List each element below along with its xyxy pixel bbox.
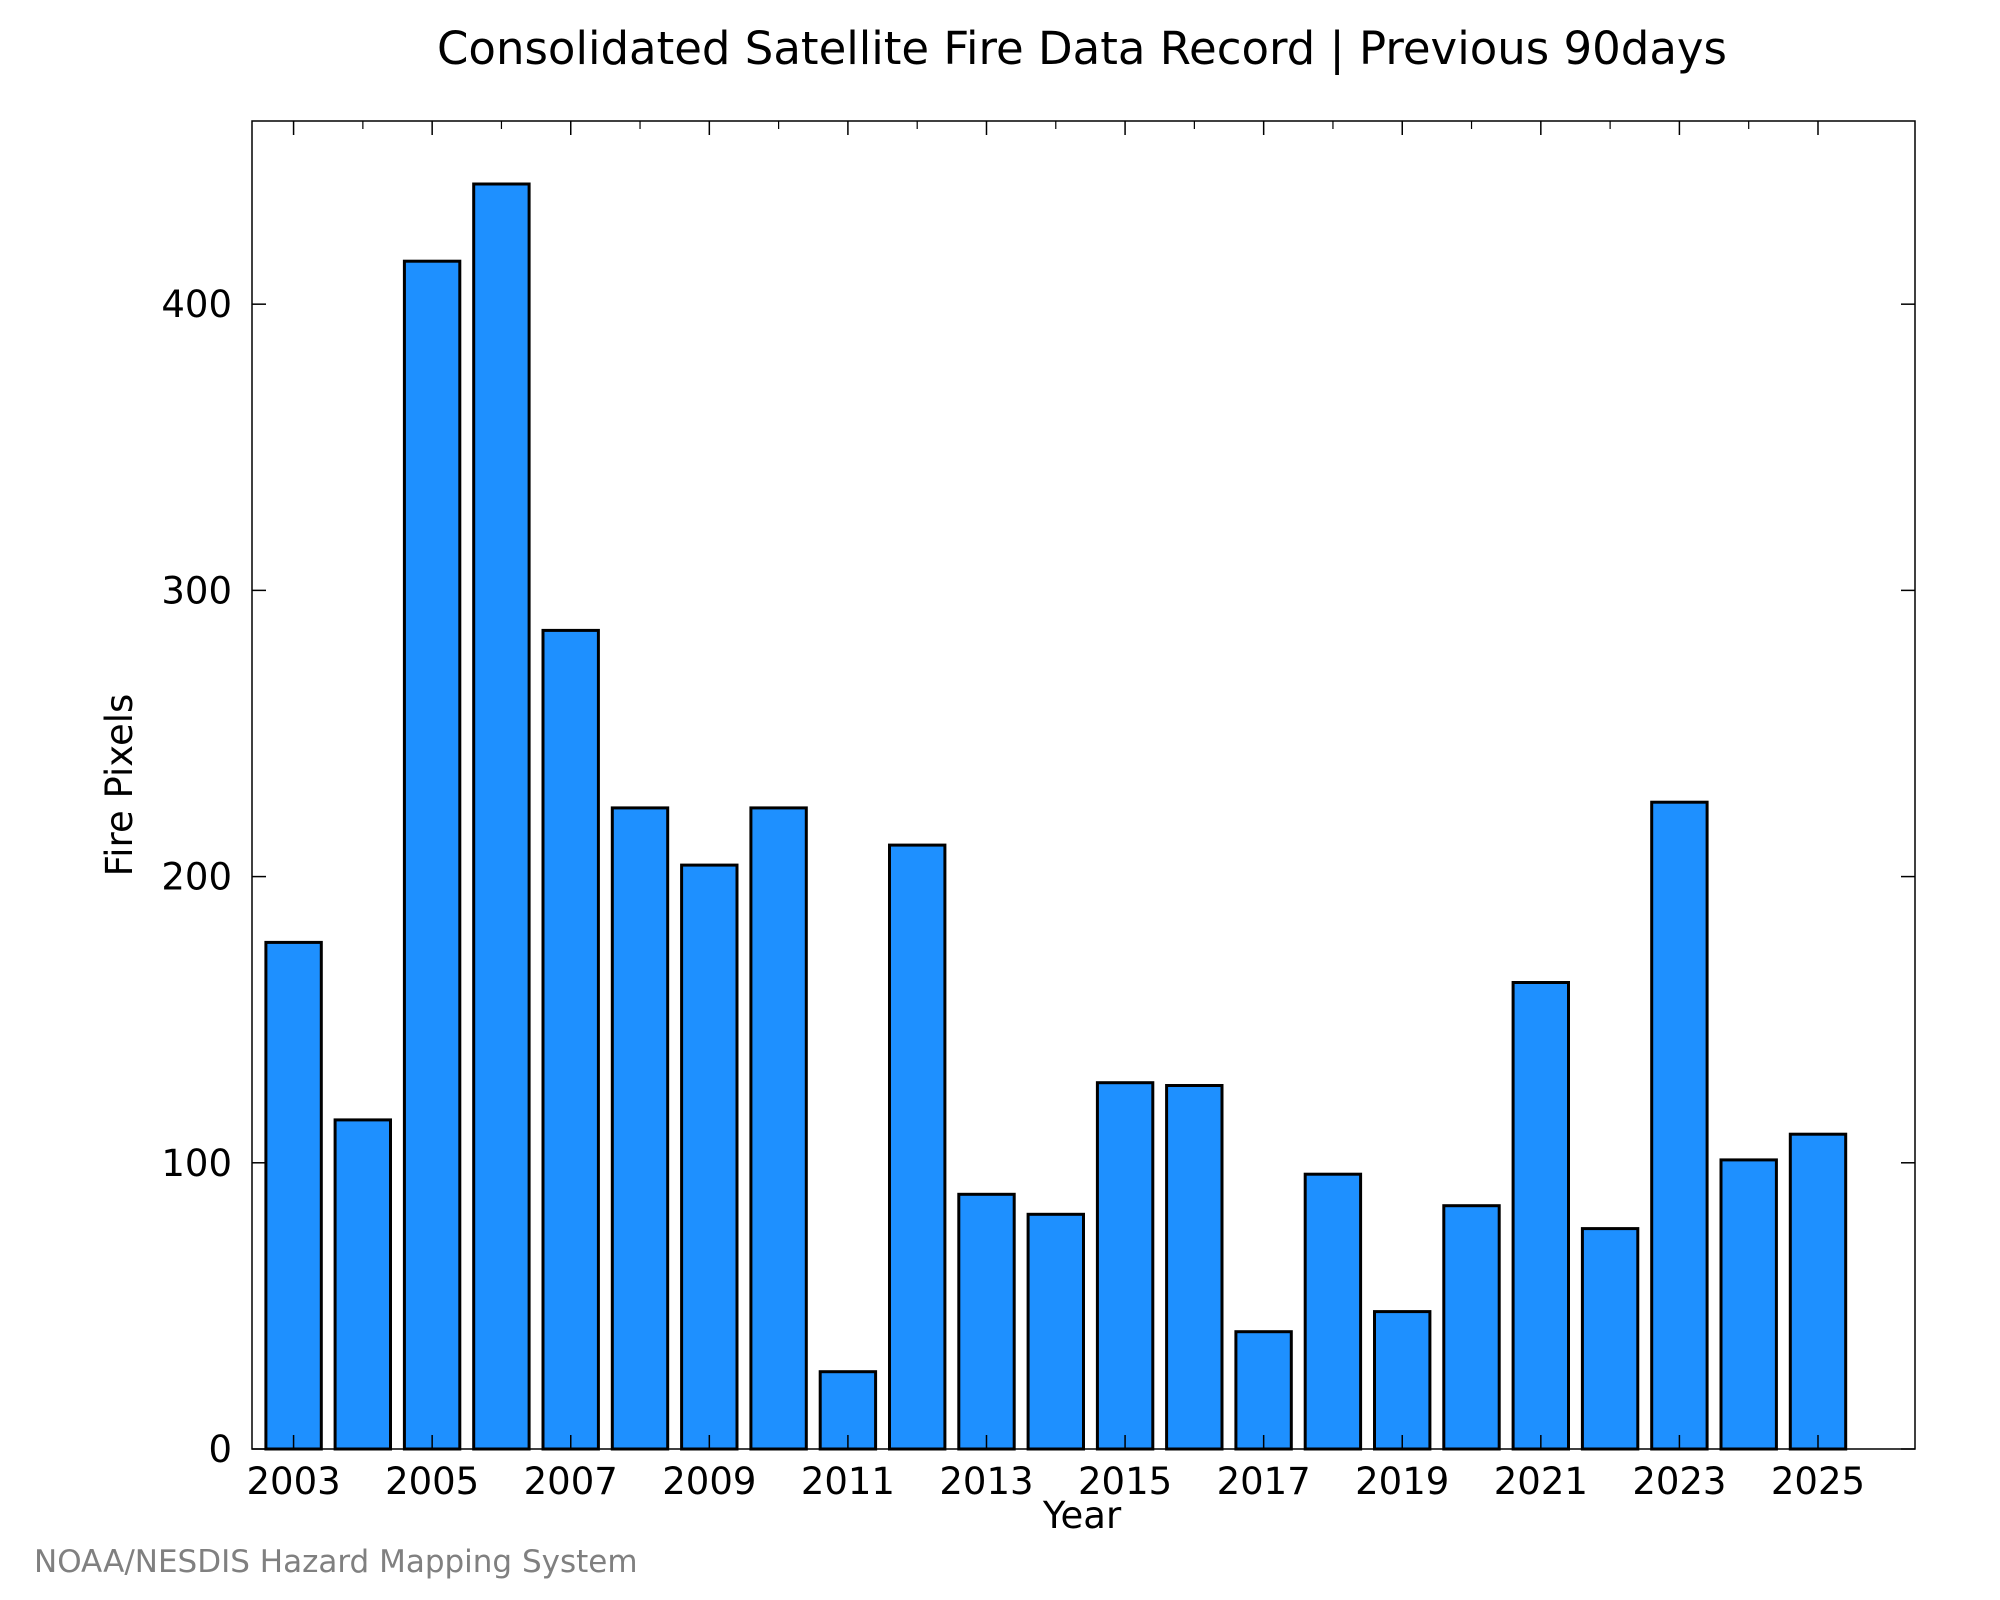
bar-2015 bbox=[1095, 1081, 1155, 1451]
bar-2008 bbox=[610, 806, 670, 1451]
y-tick-label-400: 400 bbox=[161, 283, 232, 326]
bar-2010 bbox=[749, 806, 808, 1451]
x-tick-label-2017: 2017 bbox=[1217, 1460, 1311, 1503]
x-tick-label-2009: 2009 bbox=[662, 1460, 756, 1503]
y-axis-label: Fire Pixels bbox=[98, 694, 141, 877]
bar-2003 bbox=[264, 940, 323, 1451]
credit-text: NOAA/NESDIS Hazard Mapping System bbox=[34, 1544, 638, 1580]
bar-2005 bbox=[402, 259, 462, 1451]
x-axis-label: Year bbox=[1042, 1494, 1122, 1537]
x-tick-label-2011: 2011 bbox=[801, 1460, 895, 1503]
x-axis-ticks: 2003 2005 2007 2009 2011 2013 2015 2017 2019 2021… bbox=[246, 121, 1865, 1503]
bar-2004 bbox=[333, 1118, 393, 1451]
x-tick-label-2003: 2003 bbox=[246, 1460, 340, 1503]
x-tick-label-2021: 2021 bbox=[1494, 1460, 1588, 1503]
y-axis-ticks: 0 100 200 300 400 bbox=[161, 283, 1915, 1471]
bar-2021 bbox=[1511, 981, 1570, 1451]
bar-2023 bbox=[1650, 800, 1709, 1451]
bar-series bbox=[264, 182, 1848, 1451]
bar-2009 bbox=[680, 863, 739, 1451]
y-tick-label-300: 300 bbox=[161, 569, 232, 612]
bar-2014 bbox=[1026, 1212, 1085, 1451]
bar-2016 bbox=[1165, 1084, 1224, 1451]
bar-2022 bbox=[1580, 1227, 1640, 1451]
x-tick-label-2007: 2007 bbox=[524, 1460, 618, 1503]
y-tick-label-100: 100 bbox=[161, 1142, 232, 1185]
bar-2013 bbox=[957, 1192, 1016, 1451]
x-tick-label-2013: 2013 bbox=[939, 1460, 1033, 1503]
bar-2007 bbox=[541, 628, 600, 1451]
x-tick-label-2015: 2015 bbox=[1078, 1460, 1172, 1503]
y-tick-label-200: 200 bbox=[161, 856, 232, 899]
x-tick-label-2005: 2005 bbox=[385, 1460, 479, 1503]
y-tick-label-0: 0 bbox=[208, 1428, 232, 1471]
bar-2025 bbox=[1788, 1132, 1848, 1451]
x-tick-label-2019: 2019 bbox=[1355, 1460, 1449, 1503]
bar-2024 bbox=[1719, 1158, 1778, 1451]
bar-2006 bbox=[472, 182, 531, 1451]
chart-title: Consolidated Satellite Fire Data Record … bbox=[437, 22, 1727, 75]
plot-frame bbox=[251, 120, 1916, 1450]
x-tick-label-2025: 2025 bbox=[1771, 1460, 1865, 1503]
bar-2019 bbox=[1373, 1310, 1432, 1451]
bar-2018 bbox=[1303, 1172, 1363, 1451]
bar-2012 bbox=[888, 843, 947, 1451]
bar-2017 bbox=[1234, 1330, 1293, 1451]
x-tick-label-2023: 2023 bbox=[1632, 1460, 1726, 1503]
bar-2020 bbox=[1442, 1204, 1501, 1451]
